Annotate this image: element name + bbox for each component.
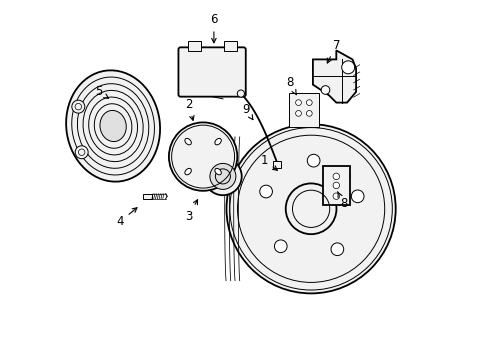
Circle shape xyxy=(285,184,336,234)
Bar xyxy=(223,40,236,51)
Circle shape xyxy=(295,111,301,116)
Circle shape xyxy=(72,100,84,113)
FancyBboxPatch shape xyxy=(178,48,245,97)
Circle shape xyxy=(203,158,241,195)
Polygon shape xyxy=(312,50,355,103)
Circle shape xyxy=(332,173,339,180)
Text: 2: 2 xyxy=(184,98,194,120)
Bar xyxy=(272,161,281,168)
Bar xyxy=(288,93,319,127)
Circle shape xyxy=(341,61,354,74)
Circle shape xyxy=(274,240,286,253)
Circle shape xyxy=(330,243,343,256)
Circle shape xyxy=(259,185,272,198)
Ellipse shape xyxy=(184,138,191,145)
Text: 3: 3 xyxy=(184,200,197,222)
Circle shape xyxy=(168,122,237,191)
Text: 5: 5 xyxy=(95,85,108,98)
Text: 6: 6 xyxy=(210,13,217,43)
Circle shape xyxy=(226,124,395,293)
Text: 8: 8 xyxy=(337,192,346,210)
Circle shape xyxy=(321,86,329,94)
Circle shape xyxy=(295,100,301,105)
Ellipse shape xyxy=(184,168,191,175)
Text: 8: 8 xyxy=(285,76,296,95)
Circle shape xyxy=(237,90,244,97)
Text: 4: 4 xyxy=(116,208,137,228)
Bar xyxy=(187,40,200,51)
Bar xyxy=(322,166,349,205)
Circle shape xyxy=(306,100,311,105)
Circle shape xyxy=(306,154,319,167)
Ellipse shape xyxy=(214,138,221,145)
Text: 7: 7 xyxy=(326,39,339,63)
Circle shape xyxy=(332,182,339,189)
Circle shape xyxy=(332,193,339,199)
Circle shape xyxy=(209,163,235,189)
Bar xyxy=(142,194,152,199)
Text: 9: 9 xyxy=(242,103,252,120)
Circle shape xyxy=(306,111,311,116)
Ellipse shape xyxy=(66,70,160,182)
Circle shape xyxy=(350,190,363,203)
Circle shape xyxy=(75,146,88,159)
Ellipse shape xyxy=(214,168,221,175)
Ellipse shape xyxy=(100,111,126,141)
Text: 1: 1 xyxy=(260,154,277,170)
